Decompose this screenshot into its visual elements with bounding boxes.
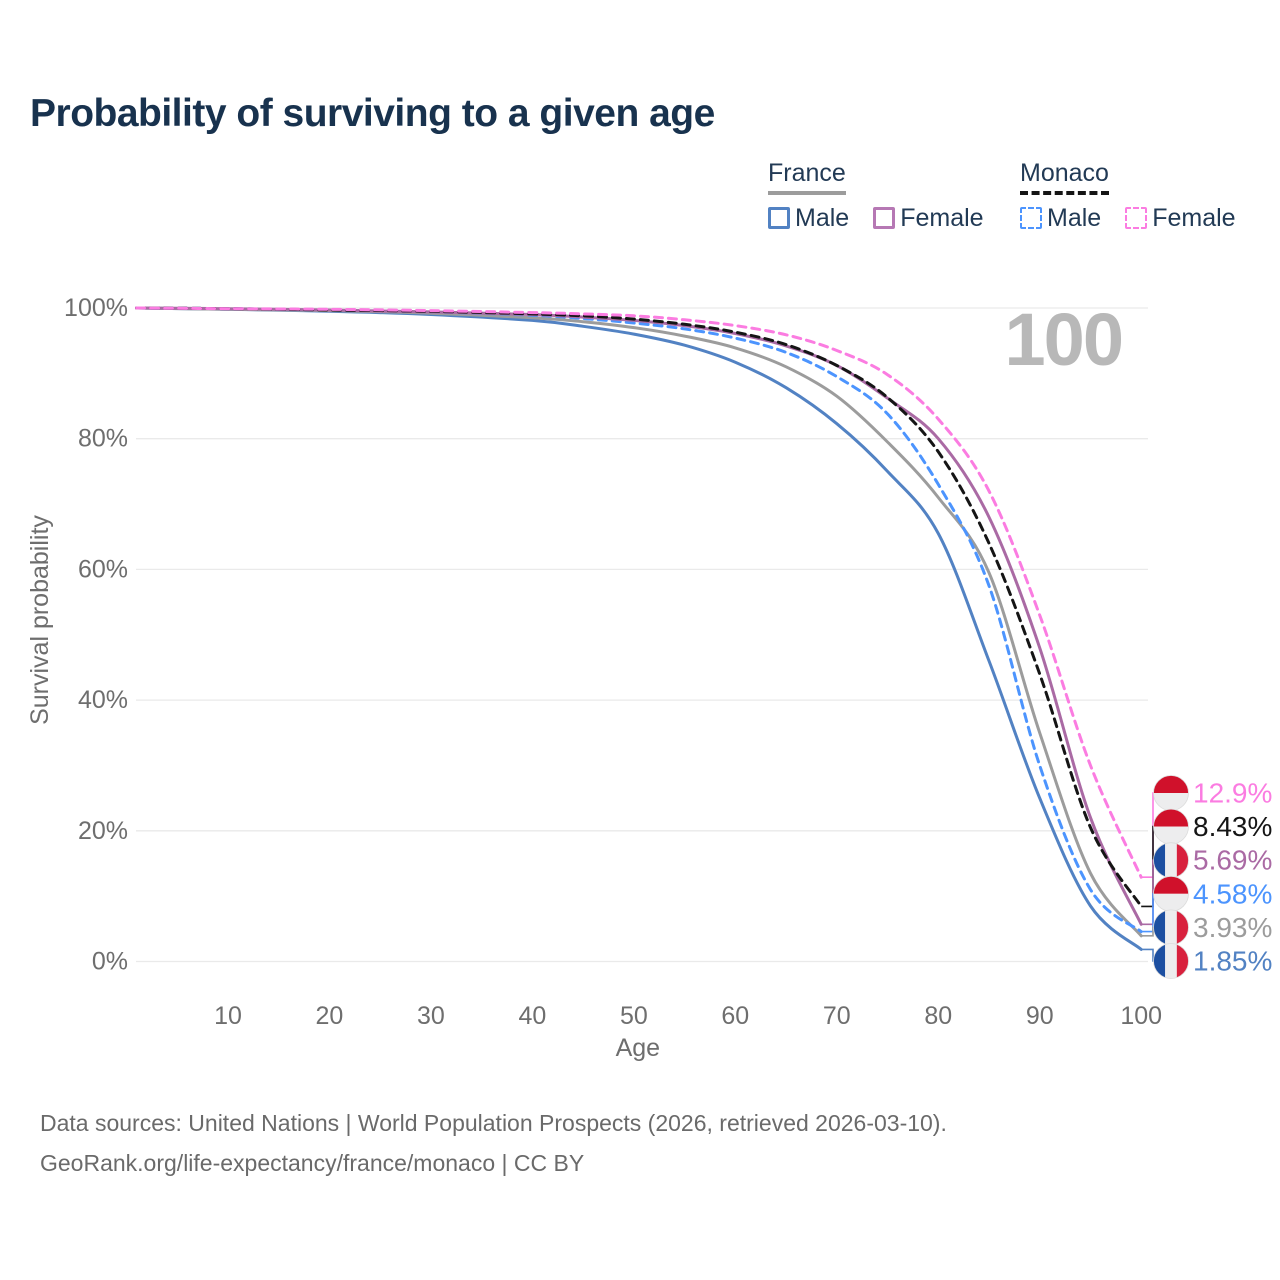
x-axis-title: Age — [616, 1034, 660, 1062]
legend-monaco-label: Monaco — [1020, 159, 1109, 187]
legend-france-header[interactable]: France — [768, 159, 846, 195]
x-tick-label: 90 — [1026, 1002, 1054, 1030]
end-value-label: 3.93% — [1193, 912, 1272, 943]
end-value-label: 5.69% — [1193, 845, 1272, 876]
y-tick-label: 40% — [78, 686, 128, 714]
age-watermark: 100 — [1005, 298, 1122, 381]
x-tick-label: 50 — [620, 1002, 648, 1030]
label-connector — [1141, 893, 1154, 933]
legend-monaco-male[interactable]: Male — [1020, 204, 1101, 233]
y-tick-label: 60% — [78, 555, 128, 583]
x-tick-label: 70 — [823, 1002, 851, 1030]
label-connector — [1141, 859, 1154, 926]
y-tick-label: 0% — [92, 948, 128, 976]
legend-monaco-female[interactable]: Female — [1125, 203, 1236, 233]
label-connector — [1141, 948, 1154, 962]
x-tick-label: 40 — [518, 1002, 546, 1030]
monaco-female-label: Female — [1152, 203, 1236, 232]
france-flag-icon — [1153, 943, 1189, 979]
legend-france-male[interactable]: Male — [768, 204, 849, 233]
end-value-label: 4.58% — [1193, 878, 1272, 909]
end-labels: 12.9%8.43%5.69%4.58%3.93%1.85% — [1141, 775, 1272, 979]
x-tick-label: 80 — [924, 1002, 952, 1030]
gridlines: 100% 80% 60% 40% 20% 0% 10 20 30 40 50 60 70 80 90 100 A… — [26, 294, 1162, 1062]
x-tick-label: 100 — [1120, 1002, 1162, 1030]
y-tick-label: 100% — [64, 294, 128, 322]
curve-monaco-both-sexes[interactable] — [135, 306, 1143, 908]
monaco-male-label: Male — [1047, 203, 1102, 232]
end-value-label: 12.9% — [1193, 778, 1272, 809]
legend-group-monaco: Monaco Male Female — [1020, 159, 1260, 233]
monaco-flag-icon — [1153, 775, 1189, 811]
monaco-male-swatch — [1020, 207, 1042, 229]
curve-monaco-female[interactable] — [135, 306, 1143, 879]
legend-france-female[interactable]: Female — [873, 203, 984, 233]
y-tick-label: 80% — [78, 425, 128, 453]
curve-france-female[interactable] — [135, 306, 1143, 926]
legend-monaco-header[interactable]: Monaco — [1020, 159, 1109, 195]
label-connector — [1141, 825, 1154, 908]
x-tick-label: 10 — [214, 1002, 242, 1030]
curve-france-both-sexes[interactable] — [135, 306, 1143, 938]
france-flag-icon — [1153, 842, 1189, 878]
x-tick-label: 20 — [316, 1002, 344, 1030]
france-total-line-swatch — [768, 190, 846, 195]
attribution-note: GeoRank.org/life-expectancy/france/monac… — [40, 1150, 585, 1176]
x-tick-label: 30 — [417, 1002, 445, 1030]
data-sources-note: Data sources: United Nations | World Pop… — [40, 1110, 947, 1136]
monaco-female-swatch — [1125, 207, 1148, 229]
france-female-swatch — [873, 207, 896, 229]
monaco-total-line-swatch — [1020, 190, 1109, 195]
monaco-flag-icon — [1153, 809, 1189, 845]
y-axis-title: Survival probability — [26, 515, 54, 725]
france-flag-icon — [1153, 909, 1189, 945]
y-tick-label: 20% — [78, 817, 128, 845]
flag-outline — [1153, 943, 1189, 979]
chart-title: Probability of surviving to a given age — [30, 92, 715, 135]
france-male-swatch — [768, 207, 790, 229]
monaco-flag-icon — [1153, 876, 1189, 912]
france-male-label: Male — [795, 203, 850, 232]
legend-france-label: France — [768, 159, 846, 187]
france-female-label: Female — [900, 203, 984, 232]
end-value-label: 8.43% — [1193, 811, 1272, 842]
curve-monaco-male[interactable] — [135, 306, 1143, 934]
end-value-label: 1.85% — [1193, 946, 1272, 977]
x-tick-label: 60 — [721, 1002, 749, 1030]
legend-group-france: France Male Female — [768, 159, 1008, 233]
curve-france-male[interactable] — [135, 306, 1143, 951]
label-connector — [1141, 792, 1154, 878]
survival-curves — [135, 306, 1143, 951]
